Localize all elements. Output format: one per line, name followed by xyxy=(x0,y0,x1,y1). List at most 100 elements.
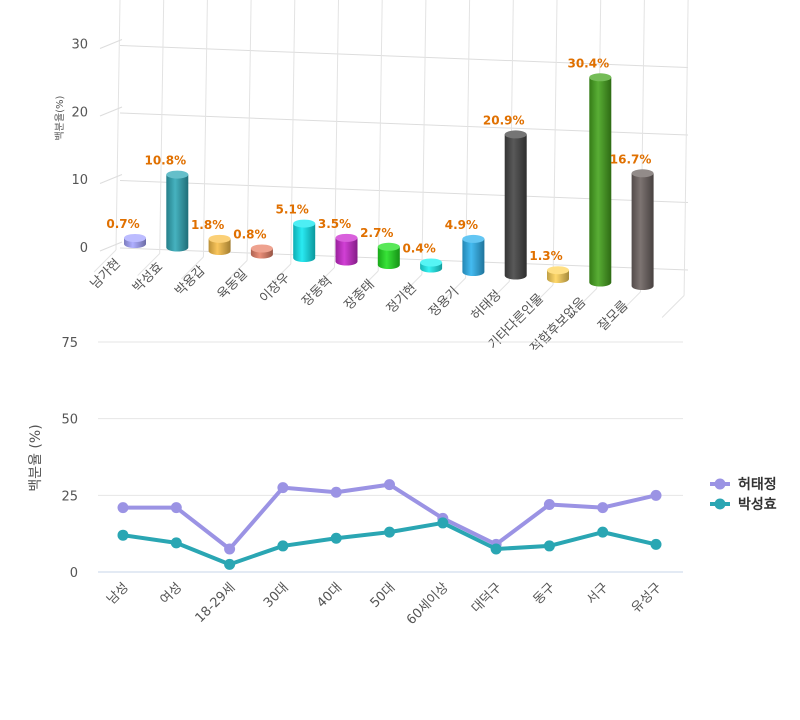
data-point[interactable] xyxy=(543,499,555,511)
line-chart-y-axis-title: 백분율 (%) xyxy=(28,424,44,491)
bar-body xyxy=(208,238,231,255)
bar-grid-line xyxy=(119,45,689,68)
data-point[interactable] xyxy=(170,502,182,514)
series-0[interactable] xyxy=(117,479,662,555)
bar-y-tick-label: 0 xyxy=(80,241,88,256)
line-y-tick-label: 75 xyxy=(61,336,78,351)
bar-grid-line xyxy=(137,253,161,276)
data-point[interactable] xyxy=(330,486,342,498)
legend-item[interactable]: 허태정 xyxy=(710,476,777,493)
data-point[interactable] xyxy=(170,537,182,549)
line-chart-x-axis: 남성 여성 18-29세 30대 40대 50대 60세이상 대덕구 동구 서구 유성구 xyxy=(104,580,665,628)
bar-grid-line xyxy=(377,0,383,272)
data-point[interactable] xyxy=(117,529,129,541)
legend-item[interactable]: 박성효 xyxy=(710,496,777,513)
legend-swatch-marker xyxy=(714,478,726,490)
line-y-tick-label: 25 xyxy=(61,489,78,504)
bar-top xyxy=(504,130,527,139)
bar-value-label: 0.7% xyxy=(106,217,139,231)
bar[interactable] xyxy=(208,234,231,255)
bar-grid-line xyxy=(290,0,296,265)
bar[interactable] xyxy=(293,219,316,262)
data-point[interactable] xyxy=(224,558,236,570)
bar-grid-line xyxy=(574,288,598,311)
bar-top xyxy=(547,266,569,275)
bar[interactable] xyxy=(377,242,400,269)
bar[interactable] xyxy=(335,233,358,266)
bar-grid-line xyxy=(443,277,466,301)
bar[interactable] xyxy=(462,234,485,276)
bar-category-label: 정용기 xyxy=(426,284,462,320)
line-category-label: 유성구 xyxy=(629,580,665,616)
data-point[interactable] xyxy=(224,543,236,555)
bar[interactable] xyxy=(504,130,527,280)
legend-label: 허태정 xyxy=(738,476,777,493)
bar-chart-y-axis: 0 10 20 30 xyxy=(71,38,88,256)
data-point[interactable] xyxy=(597,526,609,538)
bar-category-label: 허태정 xyxy=(469,288,505,324)
line-chart-series xyxy=(117,479,662,570)
bar-grid-line xyxy=(334,0,339,268)
data-point[interactable] xyxy=(384,526,395,538)
data-point[interactable] xyxy=(437,517,449,529)
bar-grid-line xyxy=(465,0,471,279)
line-category-label: 남성 xyxy=(104,580,132,608)
bar[interactable] xyxy=(589,73,612,287)
bar-value-label: 30.4% xyxy=(567,56,609,70)
bar-body xyxy=(335,237,358,266)
bar[interactable] xyxy=(166,170,189,252)
bar-grid-line xyxy=(181,256,204,280)
bar-category-label: 잘모름 xyxy=(595,298,631,334)
legend-label: 박성효 xyxy=(738,496,777,513)
line-chart-grid xyxy=(98,341,683,573)
data-point[interactable] xyxy=(490,543,502,555)
data-point[interactable] xyxy=(543,540,555,552)
line-category-label: 대덕구 xyxy=(469,580,505,616)
series-1[interactable] xyxy=(117,517,662,570)
bar-grid-line xyxy=(99,174,123,184)
bar-body xyxy=(504,134,527,280)
data-point[interactable] xyxy=(650,538,662,550)
bar-category-label: 육동일 xyxy=(215,267,251,303)
bar[interactable] xyxy=(547,266,569,283)
bar-grid-line xyxy=(683,0,689,296)
bar[interactable] xyxy=(420,258,443,273)
bar-value-label: 4.9% xyxy=(445,218,478,232)
bar-top xyxy=(250,244,273,253)
data-point[interactable] xyxy=(277,482,289,494)
bar[interactable] xyxy=(250,244,273,259)
line-category-label: 동구 xyxy=(531,580,559,608)
data-point[interactable] xyxy=(277,540,289,552)
bar-value-label: 3.5% xyxy=(318,217,351,231)
bar-category-label: 장동혁 xyxy=(299,274,335,310)
bar[interactable] xyxy=(124,234,146,248)
bar-chart-bars xyxy=(124,73,654,290)
bar-top xyxy=(377,242,400,251)
bar-value-label: 10.8% xyxy=(144,154,186,168)
data-point[interactable] xyxy=(330,532,342,544)
data-point[interactable] xyxy=(650,489,662,501)
bar-grid-line xyxy=(661,295,685,318)
bar-body xyxy=(166,174,189,252)
bar-grid-line xyxy=(99,39,123,49)
bar-body xyxy=(589,77,612,287)
line-category-label: 40대 xyxy=(314,580,345,611)
bar-grid-line xyxy=(115,0,121,251)
bar-grid-line xyxy=(530,284,554,308)
line-category-label: 60세이상 xyxy=(404,580,452,628)
bar[interactable] xyxy=(631,169,654,290)
bar-grid-line xyxy=(99,241,123,252)
bar-grid-line xyxy=(93,249,117,273)
bar-grid-line xyxy=(355,270,379,294)
bar-value-label: 1.3% xyxy=(529,249,562,263)
data-point[interactable] xyxy=(597,502,609,514)
bar-body xyxy=(631,173,654,290)
data-point[interactable] xyxy=(384,479,395,491)
bar-category-label: 장종태 xyxy=(342,277,378,313)
bar-top xyxy=(420,258,443,267)
line-category-label: 여성 xyxy=(158,580,186,608)
data-point[interactable] xyxy=(117,502,129,514)
bar-grid-line xyxy=(312,267,335,290)
bar-grid-line xyxy=(246,0,252,261)
